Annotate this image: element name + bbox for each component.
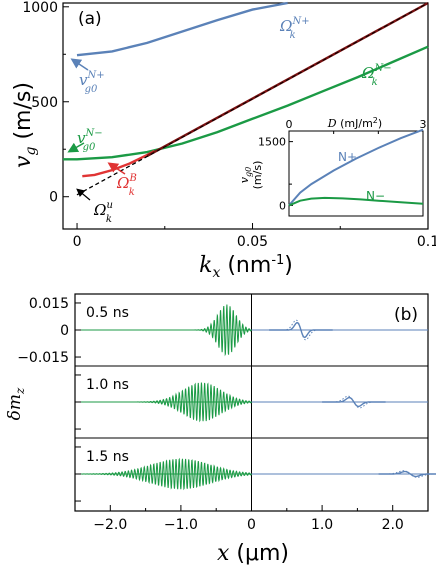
time-label: 0.5 ns	[86, 305, 129, 321]
panel-b-ylabel: δmz	[5, 387, 27, 420]
inset-series-nplus	[288, 128, 424, 207]
inset-y-tick-label: 1500	[258, 136, 286, 149]
inset-ylabel: vg0 (m/s)	[238, 161, 264, 190]
annotation-omega-nminus: ΩN− k	[361, 63, 392, 88]
wave-green	[135, 382, 252, 423]
svg-text:(m/s): (m/s)	[251, 161, 264, 190]
annotation-omega-nplus: ΩN+ k	[279, 16, 310, 41]
y-tick-label: 500	[31, 95, 58, 111]
svg-text:vg0: vg0	[238, 167, 253, 183]
annotation-vg0-nminus: vN− g0	[77, 128, 103, 153]
panel-a-ylabel: vg (m/s)	[11, 82, 39, 168]
panel-a-frame	[62, 2, 429, 230]
panel-a: 0 500 1000 0 0.05 0.1 (a) vg (m/s) kx (nm-1)…	[11, 0, 436, 281]
y-tick-label: 0	[49, 190, 58, 206]
x-tick-label: −1.0	[164, 517, 198, 533]
svg-text:x (μm): x (μm)	[217, 541, 289, 566]
x-tick-label: 2.0	[382, 517, 404, 533]
y-tick-label: 0.015	[29, 296, 69, 312]
x-tick-label: 0	[73, 234, 82, 250]
inset-x-tick-label: 3	[420, 118, 427, 131]
wave-blue	[269, 322, 333, 338]
annotation-omega-b: ΩB k	[116, 173, 137, 198]
panel-a-xlabel: kx (nm-1)	[199, 253, 293, 281]
y-tick-label: −0.015	[17, 350, 69, 366]
time-label: 1.0 ns	[86, 377, 129, 393]
panel-b-ticks: 0.015 0 −0.015 −2.0 −1.0 0 1.0 2.0	[17, 296, 404, 533]
svg-text:vg (m/s): vg (m/s)	[11, 82, 39, 168]
svg-text:ΩBk: ΩB k	[116, 173, 137, 198]
arrow-vg0-nminus	[67, 142, 85, 153]
svg-text:ΩN−k: ΩN− k	[361, 63, 392, 88]
wave-green	[194, 304, 252, 357]
series-b	[82, 150, 155, 178]
annotation-omega-u: Ωu k	[93, 200, 113, 225]
annotation-vg0-nplus: vN+ g0	[79, 70, 105, 95]
panel-b-label: (b)	[394, 305, 418, 325]
time-label: 1.5 ns	[86, 449, 129, 465]
panel-a-x-ticks: 0 0.05 0.1	[73, 223, 436, 250]
x-tick-label: 0	[247, 517, 256, 533]
panel-a-y-ticks: 0 500 1000	[22, 0, 69, 206]
arrow-vg0-nplus	[70, 58, 89, 71]
inset-y-tick-label: 0	[279, 199, 286, 212]
series-u-overlay	[76, 2, 429, 196]
svg-text:vN+g0: vN+ g0	[79, 70, 105, 95]
x-tick-label: −2.0	[93, 517, 127, 533]
y-tick-label: 0	[60, 323, 69, 339]
inset-xlabel: D (mJ/m2)	[327, 116, 382, 130]
arrow-omega-b	[107, 162, 126, 175]
panel-b-xlabel: x (μm)	[217, 541, 289, 566]
wave-blue	[322, 396, 386, 408]
series-nminus	[63, 45, 429, 161]
x-tick-label: 1.0	[311, 517, 333, 533]
x-tick-label: 0.05	[237, 234, 268, 250]
panel-b-waveforms: 0.5 ns 1.0 ns 1.5 ns	[75, 294, 436, 511]
inset-label-nplus: N+	[338, 150, 357, 164]
x-tick-label: 0.1	[417, 234, 436, 250]
inset-series	[288, 128, 424, 207]
panel-a-series	[63, 1, 429, 196]
inset-x-tick-label: 0	[286, 118, 293, 131]
svg-text:Ωuk: Ωu k	[93, 200, 113, 225]
wave-green	[77, 457, 252, 491]
svg-text:δmz: δmz	[5, 387, 27, 420]
svg-text:kx (nm-1): kx (nm-1)	[199, 253, 293, 281]
series-nplus	[76, 1, 288, 57]
svg-text:ΩN+k: ΩN+ k	[279, 16, 310, 41]
inset-series-nminus	[288, 196, 424, 207]
panel-a-label: (a)	[78, 9, 102, 29]
wave-blue	[378, 470, 436, 478]
y-tick-label: 1000	[22, 0, 58, 16]
arrow-omega-u	[76, 188, 91, 201]
inset-label-nminus: N−	[366, 189, 385, 203]
svg-text:vN−g0: vN− g0	[77, 128, 103, 153]
